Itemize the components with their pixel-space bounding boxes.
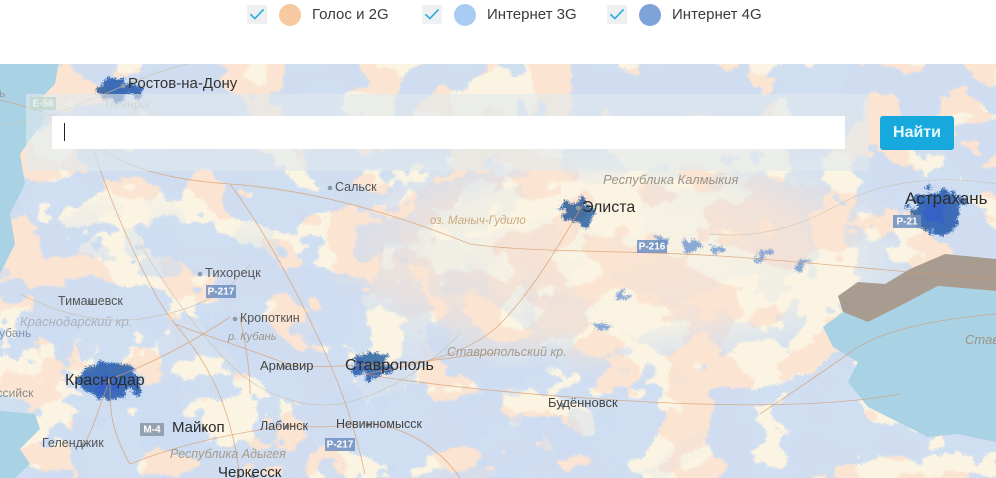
- svg-text:Ставропольский кр.: Ставропольский кр.: [447, 345, 567, 359]
- svg-text:Черкесск: Черкесск: [218, 464, 282, 478]
- svg-text:р. Кубань: р. Кубань: [227, 331, 277, 343]
- svg-text:Армавир: Армавир: [260, 358, 313, 373]
- svg-text:Тимашевск: Тимашевск: [58, 294, 123, 308]
- svg-text:ль: ль: [0, 86, 5, 100]
- svg-text:Лабинск: Лабинск: [260, 419, 308, 433]
- svg-text:Тихорецк: Тихорецк: [205, 265, 261, 280]
- svg-text:Кропоткин: Кропоткин: [240, 311, 300, 325]
- svg-text:Республика Калмыкия: Республика Калмыкия: [603, 172, 739, 187]
- svg-text:Невинномысск: Невинномысск: [336, 417, 422, 431]
- svg-text:Астрахань: Астрахань: [905, 189, 988, 208]
- svg-text:оссийск: оссийск: [0, 386, 34, 400]
- svg-text:Ростов-на-Дону: Ростов-на-Дону: [128, 75, 238, 92]
- svg-text:Геленджик: Геленджик: [42, 436, 104, 450]
- svg-text:Сальск: Сальск: [335, 180, 377, 194]
- svg-text:Майкоп: Майкоп: [172, 419, 225, 436]
- svg-text:Ставроп: Ставроп: [965, 332, 996, 347]
- svg-text:оз. Маныч-Гудило: оз. Маныч-Гудило: [430, 215, 526, 227]
- svg-text:Будённовск: Будённовск: [548, 395, 618, 410]
- svg-text:Элиста: Элиста: [582, 199, 635, 216]
- svg-text:Краснодарский кр.: Краснодарский кр.: [20, 314, 132, 329]
- svg-text:Кубань: Кубань: [0, 326, 31, 340]
- svg-text:Республика Адыгея: Республика Адыгея: [170, 447, 286, 461]
- svg-text:Краснодар: Краснодар: [65, 372, 145, 389]
- svg-text:Ставрополь: Ставрополь: [345, 357, 434, 374]
